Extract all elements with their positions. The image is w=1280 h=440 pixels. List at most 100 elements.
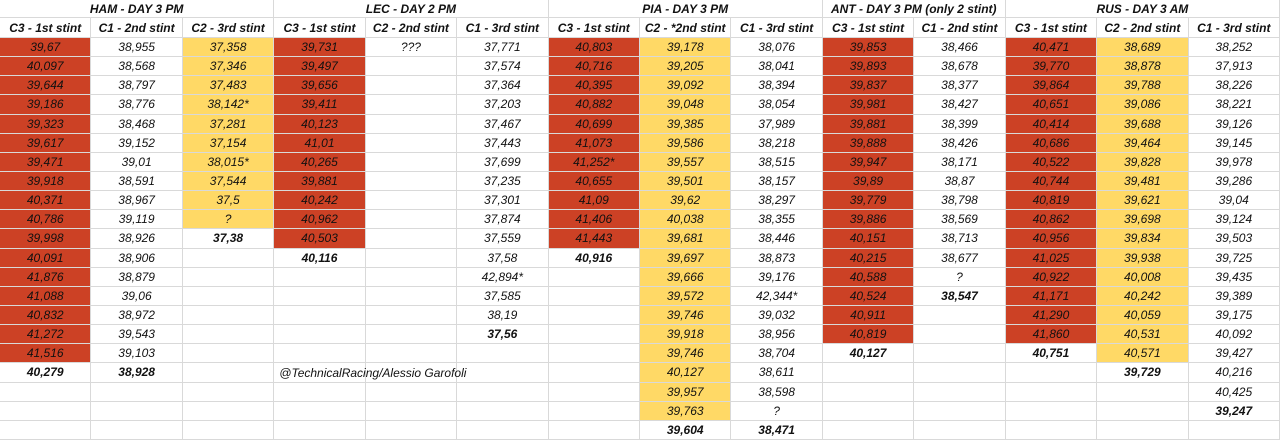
- column-header: C3 - 1st stint: [822, 18, 915, 38]
- lap-time: 40,216: [1188, 363, 1280, 383]
- average-time: 39,604: [640, 420, 732, 440]
- empty-cell: [914, 344, 1006, 364]
- lap-time: 40,127: [640, 363, 732, 383]
- lap-time: 38,355: [731, 210, 823, 230]
- lap-time: 37,358: [182, 38, 275, 58]
- lap-time: 39,666: [640, 267, 732, 287]
- lap-time: 40,242: [274, 191, 366, 211]
- lap-time: 38,677: [914, 248, 1006, 268]
- lap-time: 40,151: [822, 229, 915, 249]
- empty-cell: [365, 344, 458, 364]
- column-header: C1 - 2nd stint: [914, 18, 1006, 38]
- lap-time: 40,882: [548, 95, 640, 115]
- lap-time: 37,203: [457, 95, 549, 115]
- empty-cell: [91, 401, 183, 421]
- lap-time: 39,67: [0, 38, 92, 58]
- lap-time: 39,998: [0, 229, 92, 249]
- lap-time: 39,01: [91, 152, 183, 172]
- empty-cell: [1097, 401, 1189, 421]
- empty-cell: [274, 306, 366, 326]
- empty-cell: [182, 267, 275, 287]
- lap-time: 38,297: [731, 191, 823, 211]
- empty-cell: [365, 57, 458, 77]
- average-time: 40,127: [822, 344, 915, 364]
- lap-time: 40,414: [1005, 114, 1098, 134]
- lap-time: 39,881: [274, 172, 366, 192]
- lap-time: 37,699: [457, 152, 549, 172]
- lap-time: 38,926: [91, 229, 183, 249]
- lap-time: 39,175: [1188, 306, 1280, 326]
- lap-time: 38,226: [1188, 76, 1280, 96]
- lap-time: 39,557: [640, 152, 732, 172]
- column-header: C1 - 2nd stint: [91, 18, 183, 38]
- driver-title: RUS - DAY 3 AM: [1005, 0, 1280, 18]
- empty-cell: [91, 420, 183, 440]
- lap-time: 41,876: [0, 267, 92, 287]
- lap-time: 39,981: [822, 95, 915, 115]
- lap-time: 39,89: [822, 172, 915, 192]
- empty-cell: [914, 306, 1006, 326]
- lap-time: 39,617: [0, 133, 92, 153]
- average-time: 39,729: [1097, 363, 1189, 383]
- lap-time: 37,301: [457, 191, 549, 211]
- empty-cell: [457, 344, 549, 364]
- lap-time: 37,346: [182, 57, 275, 77]
- average-time: 37,56: [457, 325, 549, 345]
- empty-cell: [365, 172, 458, 192]
- empty-cell: [1097, 420, 1189, 440]
- lap-time: 39,04: [1188, 191, 1280, 211]
- lap-time: 39,837: [822, 76, 915, 96]
- column-header: C3 - 1st stint: [1005, 18, 1098, 38]
- lap-time: 41,272: [0, 325, 92, 345]
- lap-time: 39,886: [822, 210, 915, 230]
- lap-time: 41,516: [0, 344, 92, 364]
- lap-time: 39,543: [91, 325, 183, 345]
- lap-time: 39,389: [1188, 286, 1280, 306]
- lap-time: ???: [365, 38, 458, 58]
- lap-time: 39,688: [1097, 114, 1189, 134]
- lap-time: 39,119: [91, 210, 183, 230]
- lap-time: 38,591: [91, 172, 183, 192]
- empty-cell: [822, 420, 915, 440]
- column-header: C2 - 2nd stint: [1097, 18, 1189, 38]
- lap-time: 38,956: [731, 325, 823, 345]
- lap-time: 41,860: [1005, 325, 1098, 345]
- empty-cell: [548, 420, 640, 440]
- empty-cell: [1188, 420, 1280, 440]
- empty-cell: [182, 401, 275, 421]
- average-time: 40,916: [548, 248, 640, 268]
- lap-time: 39,881: [822, 114, 915, 134]
- driver-title: ANT - DAY 3 PM (only 2 stint): [822, 0, 1006, 18]
- lap-time: 38,426: [914, 133, 1006, 153]
- average-time: 39,247: [1188, 401, 1280, 421]
- lap-time: 40,097: [0, 57, 92, 77]
- lap-time: 39,471: [0, 152, 92, 172]
- lap-time: 42,894*: [457, 267, 549, 287]
- lap-time: 41,01: [274, 133, 366, 153]
- lap-time: 41,073: [548, 133, 640, 153]
- empty-cell: [914, 382, 1006, 402]
- empty-cell: [365, 248, 458, 268]
- lap-time: 40,522: [1005, 152, 1098, 172]
- lap-time: 42,344*: [731, 286, 823, 306]
- lap-time: 41,406: [548, 210, 640, 230]
- lap-time: 40,008: [1097, 267, 1189, 287]
- empty-cell: [548, 363, 640, 383]
- lap-time: 39,323: [0, 114, 92, 134]
- lap-time: 38,776: [91, 95, 183, 115]
- empty-cell: [365, 133, 458, 153]
- lap-time: 40,571: [1097, 344, 1189, 364]
- empty-cell: [457, 401, 549, 421]
- empty-cell: [182, 325, 275, 345]
- lap-time: 39,957: [640, 382, 732, 402]
- lap-time: 40,524: [822, 286, 915, 306]
- lap-time: 38,157: [731, 172, 823, 192]
- empty-cell: [548, 306, 640, 326]
- empty-cell: [182, 420, 275, 440]
- lap-time: 40,503: [274, 229, 366, 249]
- lap-time: 39,938: [1097, 248, 1189, 268]
- lap-time: 39,779: [822, 191, 915, 211]
- empty-cell: [1005, 420, 1098, 440]
- empty-cell: [548, 267, 640, 287]
- lap-time: 37,544: [182, 172, 275, 192]
